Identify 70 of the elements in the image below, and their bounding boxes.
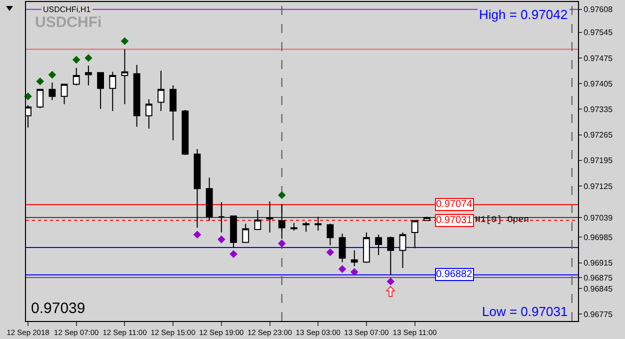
candlestick [194, 148, 201, 228]
candlestick [60, 84, 68, 105]
y-tick-label: 0.97608 [584, 5, 614, 14]
point [386, 278, 395, 286]
y-tick-label: 0.97475 [584, 54, 614, 63]
candlestick [350, 250, 358, 267]
point [84, 54, 92, 62]
ref-line-label: 0.97031 [436, 215, 473, 226]
ref-line-label: 0.97074 [436, 199, 473, 210]
candlestick [290, 222, 298, 232]
candlestick [72, 67, 80, 86]
candlestick [326, 223, 334, 246]
candlestick [399, 232, 406, 268]
y-tick-label: 0.96985 [584, 233, 614, 242]
candlestick [36, 88, 44, 109]
candlestick [182, 109, 189, 156]
y-tick-label: 0.96875 [584, 273, 614, 282]
candlestick [363, 232, 370, 264]
annotation: H1[0] Open [475, 215, 530, 225]
candlestick [84, 65, 92, 86]
point [218, 236, 226, 244]
candlestick [230, 216, 237, 248]
candlestick [375, 234, 382, 256]
annotation: USDCHFi,H1 [43, 5, 92, 14]
candlestick [218, 202, 225, 233]
y-tick-label: 0.97125 [584, 182, 614, 191]
candlestick [145, 98, 152, 130]
point [72, 56, 80, 64]
y-tick-label: 0.97195 [584, 156, 614, 166]
candlestick [338, 233, 346, 263]
point [120, 37, 129, 46]
point [350, 268, 358, 276]
candlestick [206, 177, 213, 222]
y-tick-label: 0.96845 [584, 284, 614, 294]
y-tick-label: 0.96915 [584, 258, 614, 268]
candlestick [387, 236, 394, 276]
candlestick [158, 70, 164, 112]
candlestick [242, 223, 250, 243]
annotation: High = 0.97042 [479, 7, 568, 22]
candlestick [254, 210, 262, 230]
y-tick-label: 0.97265 [584, 130, 614, 140]
candlestick [109, 71, 116, 112]
candlestick [170, 84, 177, 141]
point [338, 265, 346, 273]
y-tick-label: 0.97335 [584, 104, 614, 114]
candlestick [411, 220, 418, 249]
ref-line-label: 0.96882 [436, 269, 473, 280]
point [193, 230, 202, 239]
point [36, 77, 44, 86]
candlestick [423, 216, 430, 221]
point [48, 70, 56, 79]
y-tick-label: 0.97039 [584, 213, 614, 222]
candlestick [302, 221, 310, 232]
annotation: Low = 0.97031 [482, 304, 568, 319]
candlestick [266, 200, 274, 233]
point [278, 191, 286, 200]
candlestick [133, 64, 140, 128]
point [230, 250, 238, 258]
candlestick [314, 216, 322, 232]
candlestick [121, 48, 128, 105]
candlestick [48, 82, 56, 101]
y-tick-label: 0.97405 [584, 79, 614, 88]
point [326, 248, 334, 256]
y-tick-label: 0.97545 [584, 28, 614, 38]
candlestick [278, 204, 286, 240]
point [278, 240, 286, 248]
point [24, 92, 32, 100]
candlestick [97, 72, 104, 110]
y-tick-label: 0.96775 [584, 310, 614, 319]
annotation: 0.97039 [31, 300, 86, 317]
